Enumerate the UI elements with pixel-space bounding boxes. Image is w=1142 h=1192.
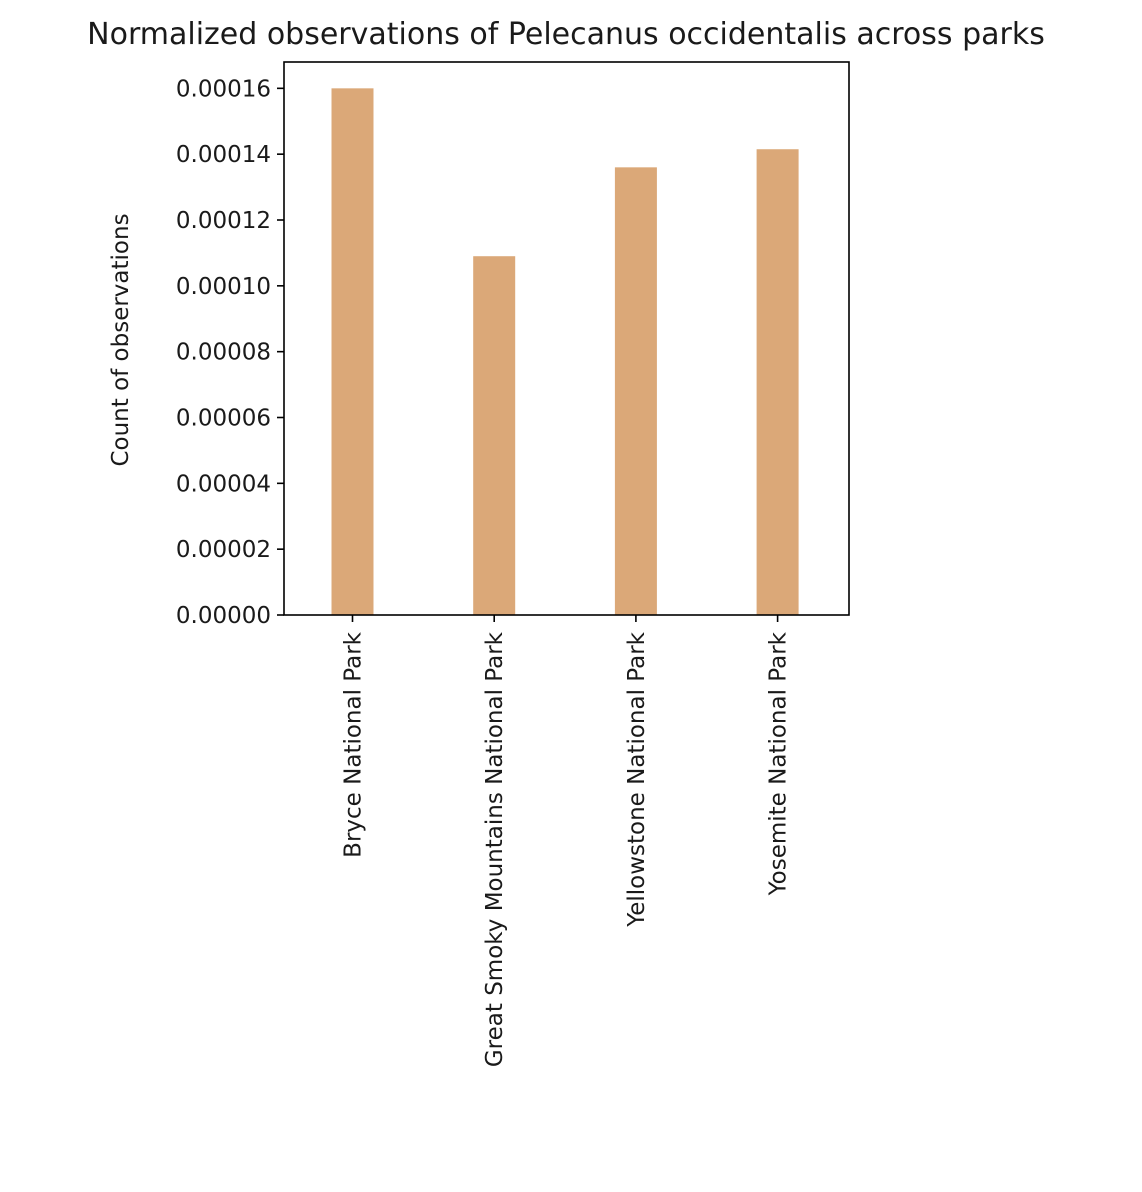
y-tick-label: 0.00004 <box>176 471 271 497</box>
y-tick-label: 0.00014 <box>176 142 271 168</box>
chart-title: Normalized observations of Pelecanus occ… <box>87 17 1045 52</box>
y-axis-label: Count of observations <box>108 213 134 466</box>
y-axis-ticks: 0.00000 0.00002 0.00004 0.00006 0.00008 0.000… <box>176 76 284 629</box>
y-tick-label: 0.00010 <box>176 274 271 300</box>
bar-2 <box>473 256 516 615</box>
y-tick-label: 0.00012 <box>176 208 271 234</box>
y-tick-label: 0.00000 <box>176 603 271 629</box>
y-tick-label: 0.00016 <box>176 76 271 102</box>
bar-3 <box>614 167 657 616</box>
bar-1 <box>331 88 374 616</box>
bars-group <box>331 88 799 616</box>
y-tick-label: 0.00006 <box>176 406 271 432</box>
x-tick-label: Bryce National Park <box>341 631 367 857</box>
y-tick-label: 0.00008 <box>176 340 271 366</box>
bar-4 <box>756 149 799 615</box>
y-tick-label: 0.00002 <box>176 537 271 563</box>
x-tick-label: Yellowstone National Park <box>624 631 650 927</box>
plot-area-frame <box>283 61 850 616</box>
x-tick-label: Great Smoky Mountains National Park <box>482 631 508 1067</box>
x-tick-label: Yosemite National Park <box>766 631 792 896</box>
x-axis-ticks: Bryce National Park Great Smoky Mountains… <box>341 615 792 1067</box>
